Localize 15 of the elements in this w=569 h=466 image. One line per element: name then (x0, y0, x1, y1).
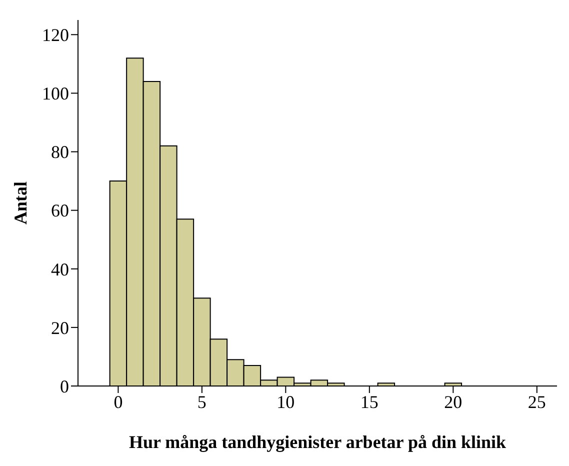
x-axis-title: Hur många tandhygienister arbetar på din klinik (128, 432, 506, 452)
y-tick-label: 20 (51, 318, 69, 338)
x-tick-label: 5 (197, 392, 206, 412)
y-tick-label: 80 (51, 142, 69, 162)
y-tick-label: 60 (51, 200, 69, 221)
x-tick-label: 0 (114, 392, 123, 412)
y-axis-title: Antal (10, 181, 30, 225)
y-tick-label: 100 (42, 84, 69, 104)
x-tick-label: 20 (444, 392, 462, 412)
x-tick-label: 15 (360, 392, 378, 412)
y-tick-label: 0 (60, 376, 69, 396)
x-tick-label: 25 (528, 392, 546, 412)
y-tick-label: 40 (51, 259, 69, 280)
y-tick-label: 120 (42, 25, 69, 46)
x-tick-label: 10 (276, 392, 295, 412)
